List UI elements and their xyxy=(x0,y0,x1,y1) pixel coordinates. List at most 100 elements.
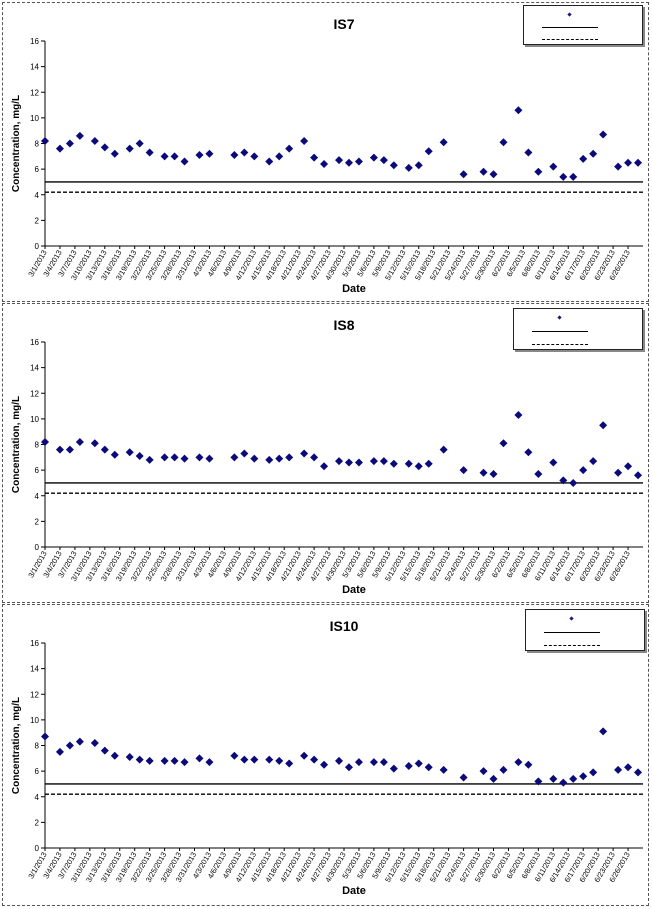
data-point xyxy=(369,457,378,466)
y-tick-label: 2 xyxy=(35,818,40,827)
data-point xyxy=(100,445,109,454)
data-point xyxy=(230,151,239,160)
data-point xyxy=(514,758,523,767)
data-point xyxy=(90,738,99,747)
data-point xyxy=(65,445,74,454)
data-point xyxy=(250,454,259,463)
data-point xyxy=(354,458,363,467)
data-point xyxy=(170,453,179,462)
data-point xyxy=(335,756,344,765)
y-tick-label: 16 xyxy=(30,37,39,46)
data-point xyxy=(404,163,413,172)
legend-dashed-line-icon xyxy=(542,39,598,40)
y-tick-label: 6 xyxy=(35,165,40,174)
data-point xyxy=(589,149,598,158)
data-point xyxy=(614,162,623,171)
data-point xyxy=(250,755,259,764)
y-tick-label: 4 xyxy=(35,492,40,501)
data-point xyxy=(195,453,204,462)
data-point xyxy=(320,760,329,769)
data-point xyxy=(41,437,49,446)
data-point xyxy=(125,448,134,457)
data-point xyxy=(230,751,239,760)
legend-solid-line-icon xyxy=(544,632,600,633)
data-point xyxy=(389,764,398,773)
y-tick-label: 12 xyxy=(30,389,39,398)
data-point xyxy=(614,765,623,774)
data-point xyxy=(100,746,109,755)
data-point xyxy=(265,157,274,166)
data-point xyxy=(135,755,144,764)
y-axis-label: Concentration, mg/L xyxy=(11,95,22,192)
data-point xyxy=(439,765,448,774)
data-point xyxy=(439,138,448,147)
data-point xyxy=(145,148,154,157)
data-point xyxy=(499,765,508,774)
y-tick-label: 16 xyxy=(30,338,39,347)
data-point xyxy=(479,468,488,477)
data-point xyxy=(160,756,169,765)
legend-is7 xyxy=(523,5,643,45)
legend-dashed-line-icon xyxy=(544,645,600,646)
data-point xyxy=(354,157,363,166)
chart-panel-is10: IS10 0 2 4 6 8 10 12 14 16 3/1/2013 3/4/2013 3/7/201… xyxy=(2,604,649,906)
data-point xyxy=(379,758,388,767)
data-point xyxy=(195,754,204,763)
data-point xyxy=(344,158,353,167)
data-point xyxy=(344,763,353,772)
data-point xyxy=(624,763,633,772)
data-point xyxy=(634,471,643,480)
data-point xyxy=(459,466,468,475)
data-point xyxy=(265,455,274,464)
chart-panel-is8: IS8 0 2 4 6 8 10 12 14 16 3/1/2013 3/4/2013 3/7/2013… xyxy=(2,303,649,603)
data-point xyxy=(230,453,239,462)
data-point xyxy=(285,759,294,768)
chart-is7: IS702468101214163/1/20133/4/20133/7/2013… xyxy=(11,16,643,295)
data-point xyxy=(479,167,488,176)
data-point xyxy=(180,454,189,463)
y-tick-label: 12 xyxy=(30,690,39,699)
legend-dashed-line-icon xyxy=(532,344,588,345)
data-point xyxy=(559,476,568,485)
data-point xyxy=(110,149,119,158)
y-tick-label: 6 xyxy=(35,767,40,776)
data-point xyxy=(335,457,344,466)
legend-solid-line-icon xyxy=(532,331,588,332)
y-tick-label: 14 xyxy=(30,665,39,674)
data-point xyxy=(195,151,204,160)
data-point xyxy=(599,727,608,736)
y-tick-label: 10 xyxy=(30,114,39,123)
data-point xyxy=(599,421,608,430)
y-tick-label: 12 xyxy=(30,88,39,97)
data-point xyxy=(135,452,144,461)
data-point xyxy=(549,458,558,467)
data-point xyxy=(310,453,319,462)
data-point xyxy=(389,161,398,170)
data-point xyxy=(275,454,284,463)
data-point xyxy=(599,130,608,139)
data-point xyxy=(275,152,284,161)
y-axis-label: Concentration, mg/L xyxy=(11,396,22,493)
data-point xyxy=(110,450,119,459)
data-point xyxy=(300,449,309,458)
data-point xyxy=(55,144,64,153)
data-point xyxy=(579,466,588,475)
data-point xyxy=(579,772,588,781)
data-point xyxy=(265,755,274,764)
data-point xyxy=(424,147,433,156)
y-tick-label: 2 xyxy=(35,517,40,526)
data-point xyxy=(549,162,558,171)
data-point xyxy=(285,453,294,462)
data-point xyxy=(100,143,109,152)
data-point xyxy=(125,144,134,153)
data-point xyxy=(534,777,543,786)
data-point xyxy=(369,153,378,162)
data-point xyxy=(489,774,498,783)
data-point xyxy=(424,459,433,468)
legend-solid-line-icon xyxy=(542,27,598,28)
data-point xyxy=(75,437,84,446)
data-point xyxy=(514,106,523,115)
data-point xyxy=(549,774,558,783)
y-tick-label: 0 xyxy=(35,543,40,552)
